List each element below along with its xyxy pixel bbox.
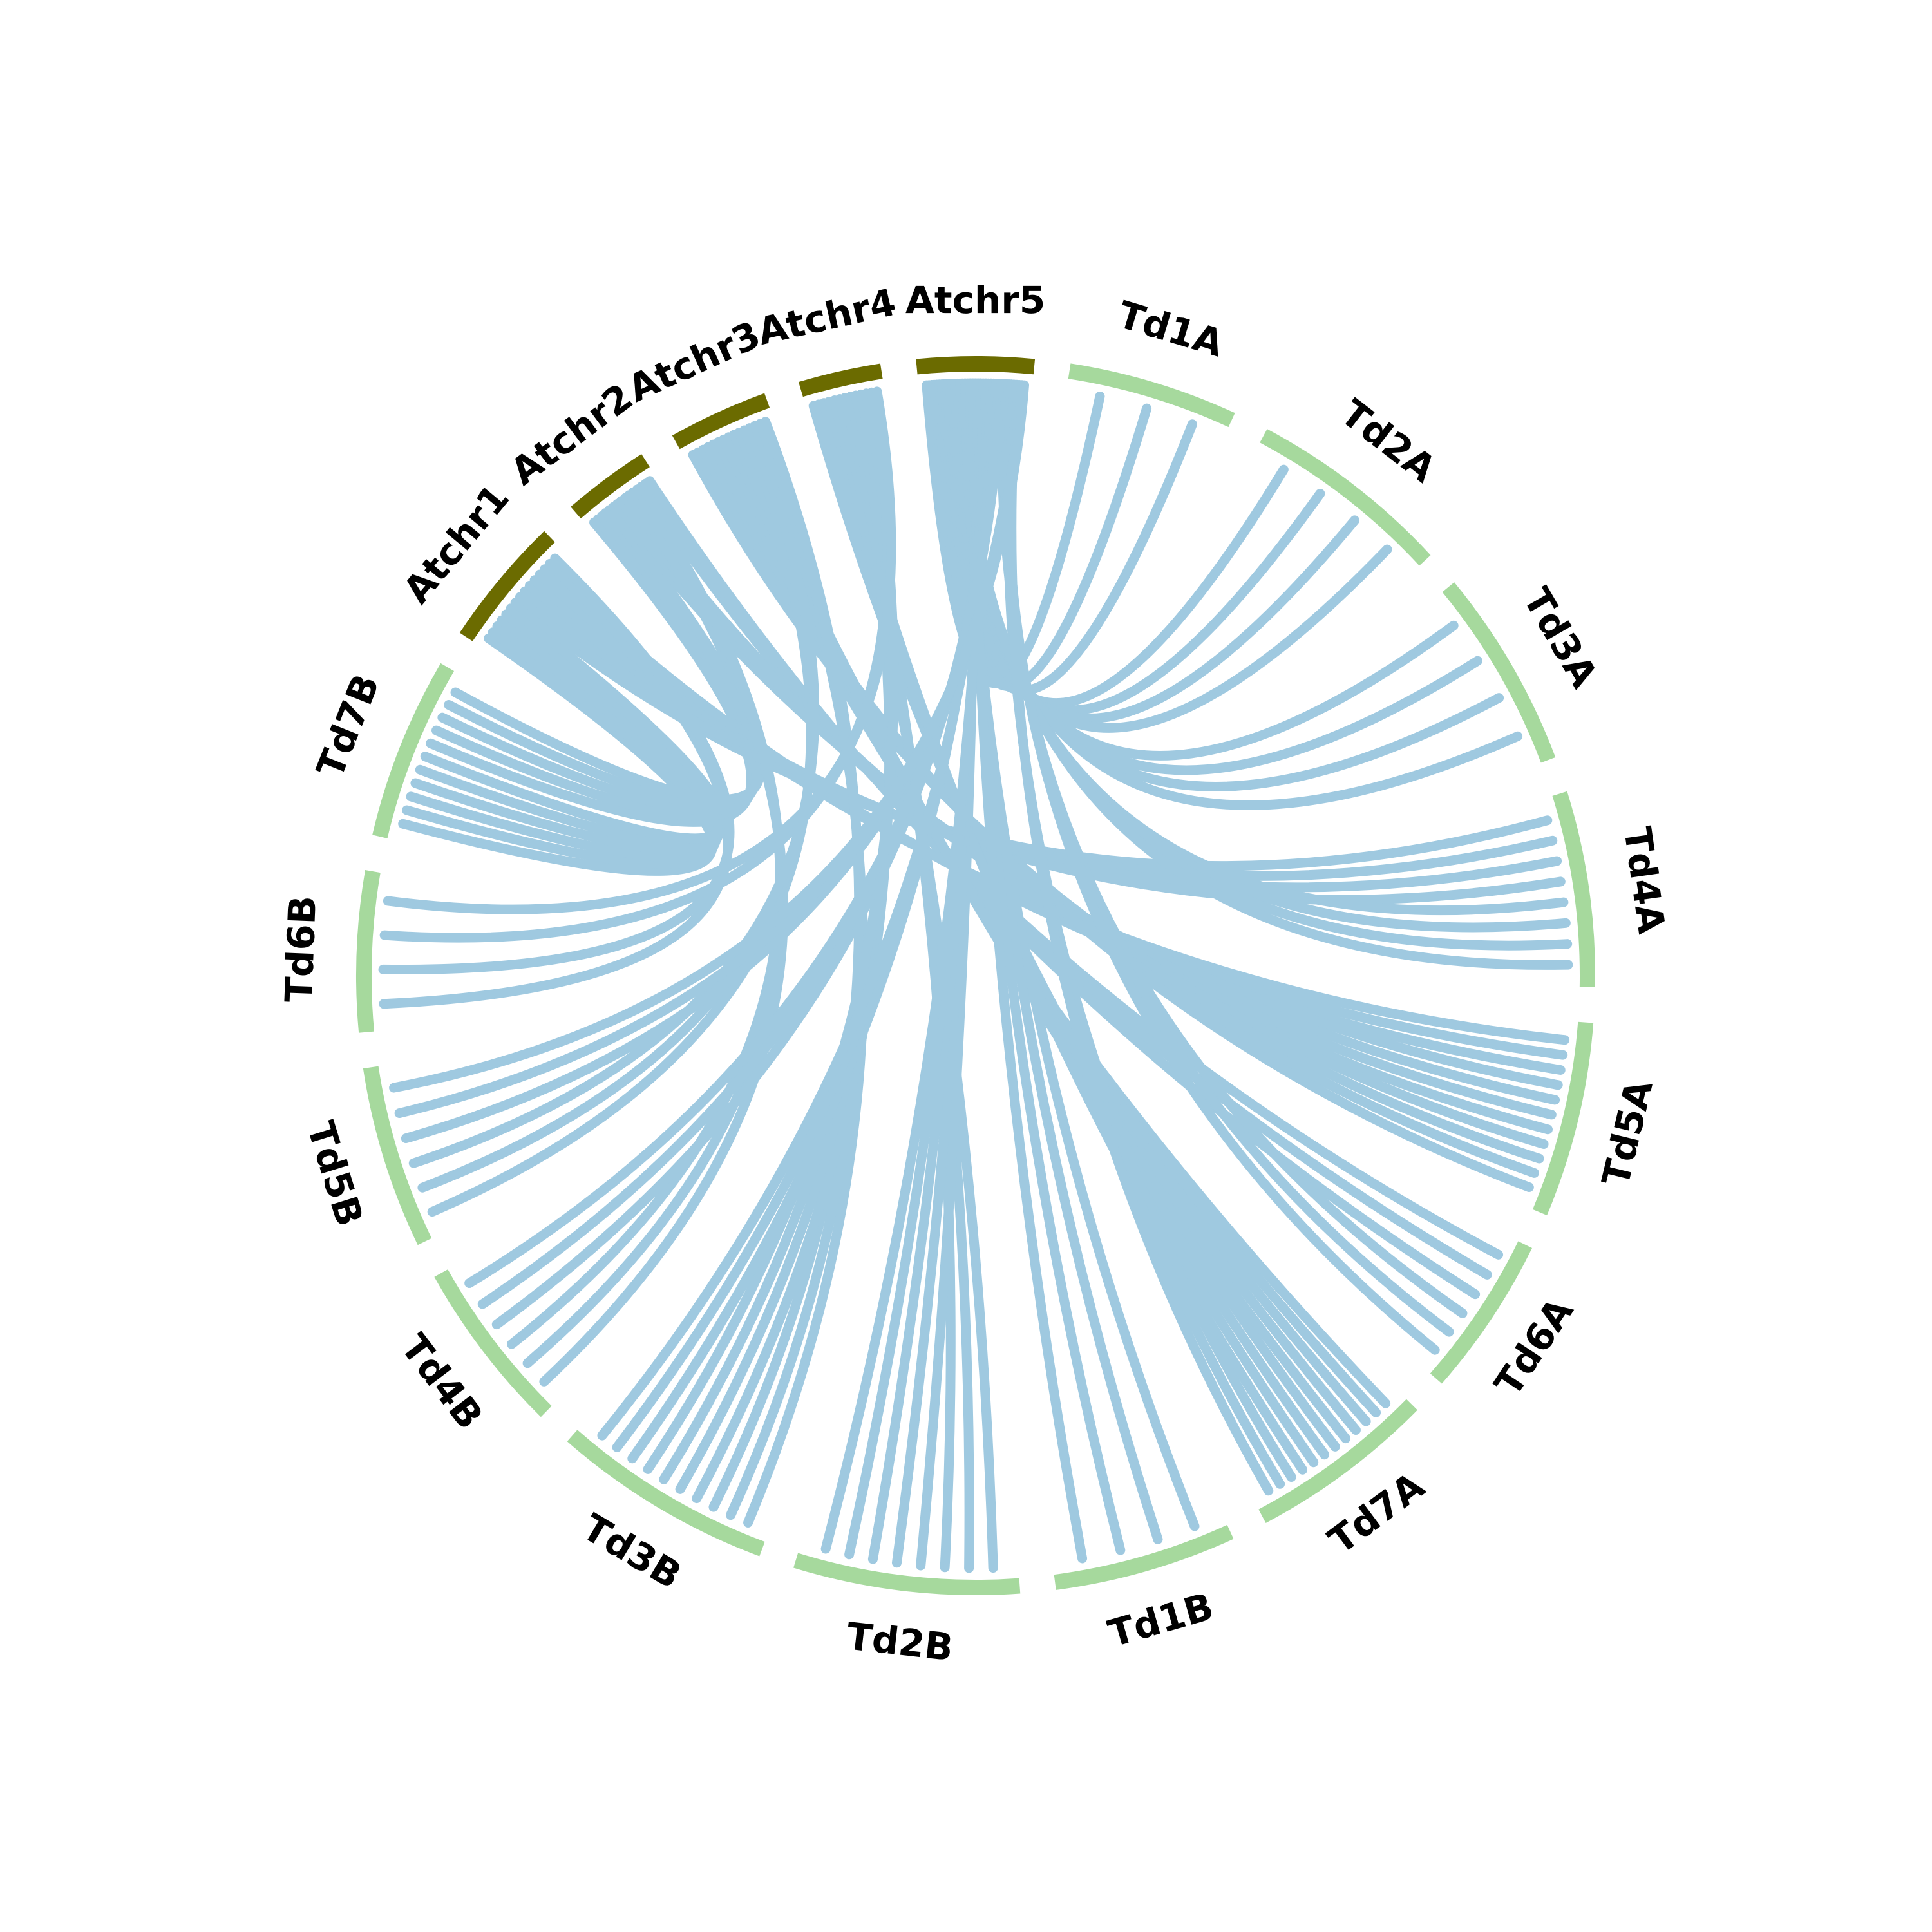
chromosome-arc-td2a	[1260, 429, 1431, 566]
chromosome-arc-td5b	[363, 1066, 432, 1245]
ideogram-layer	[356, 356, 1595, 1595]
chromosome-arc-atchr4	[798, 363, 883, 397]
synteny-link-atchr5-td4a	[950, 379, 1569, 915]
chromosome-arc-td5a	[1532, 1021, 1594, 1216]
chromosome-arc-td4a	[1552, 791, 1595, 987]
synteny-link-atchr1-td7b	[420, 603, 729, 844]
synteny-link-atchr3-td5b	[408, 423, 820, 1168]
synteny-link-atchr3-td3b	[708, 417, 864, 1512]
chromosome-arc-td1a	[1068, 363, 1235, 428]
chromosome-arc-td6b	[356, 870, 381, 1033]
chromosome-arc-atchr2	[571, 454, 650, 519]
chromosome-arc-td1b	[1054, 1524, 1234, 1590]
synteny-link-atchr4-td6b	[383, 386, 896, 914]
synteny-link-atchr5-td4b	[464, 379, 1007, 1289]
chromosome-label-td3a: Td3A	[1515, 580, 1606, 695]
chromosome-arc-atchr1	[459, 531, 555, 641]
synteny-link-atchr5-td5b	[389, 380, 1030, 1093]
chromosome-label-td7b: Td7B	[308, 668, 388, 783]
links-layer	[378, 378, 1573, 1573]
chromosome-arc-td7a	[1258, 1399, 1417, 1523]
chromosome-arc-td6a	[1430, 1241, 1533, 1384]
chromosome-arc-td7b	[372, 663, 455, 838]
chromosome-arc-td3a	[1442, 582, 1556, 763]
chromosome-arc-td3b	[567, 1430, 765, 1557]
chromosome-arc-atchr5	[916, 356, 1036, 375]
chromosome-label-td4a: Td4A	[1615, 824, 1674, 936]
chromosome-label-td2b: Td2B	[844, 1614, 955, 1669]
chromosome-label-td1a: Td1A	[1113, 292, 1228, 365]
chromosome-arc-atchr3	[672, 393, 770, 450]
chromosome-label-td6a: Td6A	[1486, 1291, 1582, 1404]
chromosome-label-td3b: Td3B	[575, 1505, 689, 1597]
synteny-link-atchr2-td6a	[640, 478, 1492, 1280]
chromosome-label-atchr5: Atchr5	[905, 278, 1045, 322]
synteny-link-atchr2-td5a	[620, 493, 1553, 1135]
chromosome-label-td2a: Td2A	[1332, 391, 1444, 491]
chromosome-arc-td4b	[434, 1269, 552, 1417]
chromosome-label-td6b: Td6B	[277, 895, 325, 1003]
chromosome-label-td5b: Td5B	[298, 1117, 372, 1231]
chromosome-label-atchr4: Atchr4	[753, 280, 900, 354]
chromosome-label-td1b: Td1B	[1103, 1584, 1218, 1656]
chromosome-arc-td2b	[793, 1553, 1021, 1595]
chromosome-label-atchr3: Atchr3	[621, 312, 767, 410]
synteny-link-atchr2-td7b	[450, 505, 766, 804]
synteny-link-atchr5-td7a	[1007, 379, 1274, 1496]
chromosome-label-td5a: Td5A	[1593, 1075, 1661, 1190]
